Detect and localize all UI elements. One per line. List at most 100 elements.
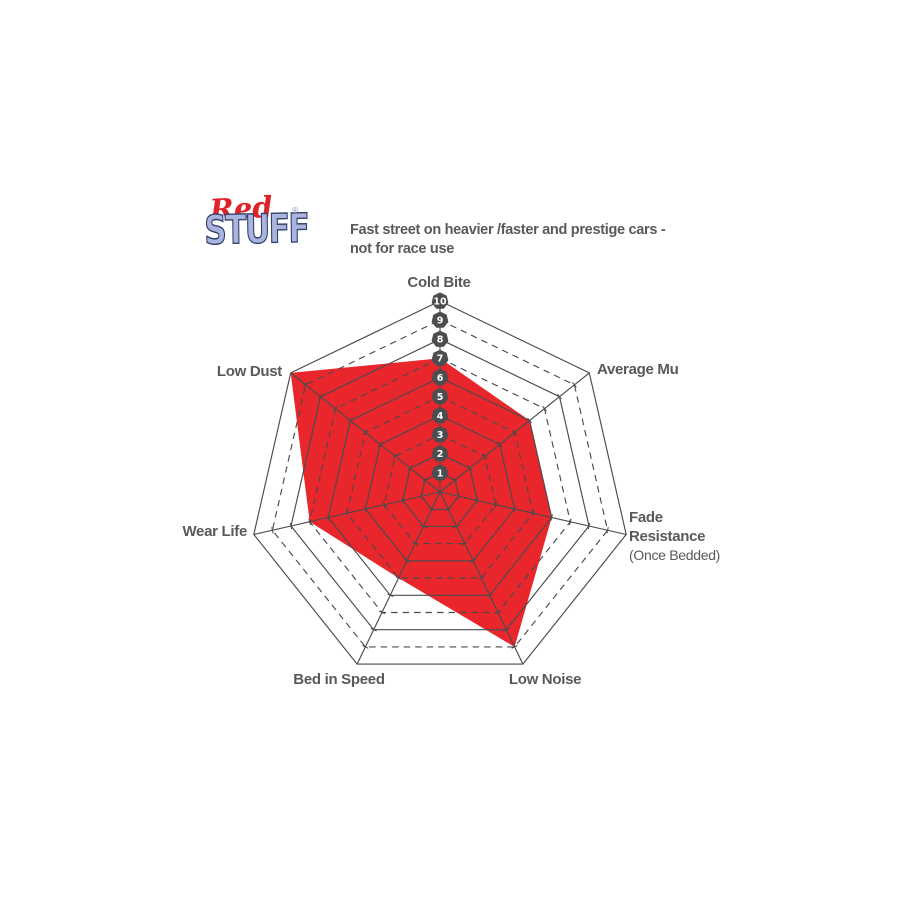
ring-tick bbox=[377, 441, 383, 448]
ring-tick bbox=[403, 558, 410, 563]
ring-tick bbox=[412, 541, 419, 546]
ring-tick bbox=[428, 507, 435, 512]
fade-line3: (Once Bedded) bbox=[629, 547, 721, 563]
axis-label-bed-in-speed: Bed in Speed bbox=[293, 671, 385, 688]
ring-tick bbox=[420, 524, 427, 529]
product-description: Fast street on heavier /faster and prest… bbox=[350, 221, 666, 259]
scale-badge-label-1: 1 bbox=[437, 468, 444, 479]
ring-tick bbox=[395, 576, 402, 580]
grid-ring-7 bbox=[309, 357, 571, 614]
axis-label-low-dust: Low Dust bbox=[216, 363, 282, 380]
grid-ring-9 bbox=[271, 319, 609, 648]
grid-ring-8 bbox=[290, 338, 590, 631]
tagline-line1: Fast street on heavier /faster and prest… bbox=[350, 222, 666, 238]
scale-badge-4 bbox=[431, 407, 449, 424]
ring-tick bbox=[478, 576, 485, 580]
scale-badge-label-10: 10 bbox=[433, 296, 447, 307]
ring-tick bbox=[345, 509, 349, 517]
grid-ring-10 bbox=[253, 300, 627, 665]
ring-tick bbox=[587, 522, 591, 530]
ring-tick bbox=[606, 526, 609, 534]
scale-badge-9 bbox=[431, 311, 449, 328]
scale-badge-10 bbox=[431, 292, 449, 309]
ring-tick bbox=[497, 441, 503, 448]
ring-tick bbox=[453, 524, 460, 529]
ring-tick bbox=[318, 393, 323, 400]
scale-badge-label-2: 2 bbox=[437, 449, 444, 460]
scale-badge-2 bbox=[431, 445, 449, 462]
ring-tick bbox=[461, 541, 468, 546]
scale-badge-label-6: 6 bbox=[437, 373, 444, 384]
scale-badge-6 bbox=[431, 368, 449, 386]
grid-ring-2 bbox=[402, 453, 478, 527]
ring-tick bbox=[303, 381, 308, 388]
ring-tick bbox=[531, 509, 535, 517]
ring-tick bbox=[569, 518, 572, 526]
ring-tick bbox=[572, 381, 577, 388]
ring-tick bbox=[407, 465, 413, 472]
ring-tick bbox=[452, 477, 458, 483]
ring-tick bbox=[308, 518, 311, 526]
ring-tick bbox=[364, 505, 367, 513]
ring-tick bbox=[420, 492, 423, 500]
ring-tick bbox=[387, 593, 394, 598]
ring-tick bbox=[382, 501, 386, 509]
ring-tick bbox=[550, 514, 553, 521]
axis-label-fade-resistance: Fade Resistance (Once Bedded) bbox=[629, 508, 720, 565]
scale-badge-label-7: 7 bbox=[437, 354, 444, 365]
scale-badge-label-4: 4 bbox=[437, 411, 444, 422]
axis-label-average-mu: Average Mu bbox=[597, 361, 679, 378]
ring-tick bbox=[527, 417, 532, 424]
ring-tick bbox=[494, 610, 502, 615]
fade-line1: Fade bbox=[629, 509, 663, 526]
ring-tick bbox=[348, 417, 353, 424]
scale-badge-3 bbox=[431, 426, 449, 443]
ring-tick bbox=[392, 453, 398, 460]
ring-tick bbox=[512, 429, 518, 436]
grid-ring-3 bbox=[383, 434, 497, 545]
ring-tick bbox=[370, 627, 377, 632]
ring-tick bbox=[476, 497, 479, 504]
ring-tick bbox=[511, 645, 518, 649]
scale-badge-7 bbox=[431, 349, 449, 366]
ring-tick bbox=[422, 477, 428, 483]
ring-tick bbox=[445, 507, 452, 512]
axis-label-wear-life: Wear Life bbox=[182, 523, 247, 540]
redstuff-logo: Red STUFF ® bbox=[203, 190, 323, 274]
tagline-line2: not for race use bbox=[350, 241, 454, 257]
ring-tick bbox=[327, 514, 330, 521]
ring-tick bbox=[513, 505, 516, 513]
axis-label-low-noise: Low Noise bbox=[508, 671, 582, 688]
scale-badge-label-3: 3 bbox=[437, 430, 444, 441]
scale-badge-label-5: 5 bbox=[437, 392, 444, 403]
grid-ring-5 bbox=[346, 395, 534, 579]
grid-ring-1 bbox=[420, 472, 460, 510]
ring-tick bbox=[362, 429, 368, 436]
scale-badge-label-9: 9 bbox=[437, 316, 444, 327]
ring-tick bbox=[486, 593, 493, 598]
fade-line2: Resistance bbox=[629, 528, 706, 545]
ring-tick bbox=[470, 558, 477, 563]
registered-trademark-icon: ® bbox=[291, 206, 299, 215]
scale-badge-1 bbox=[431, 464, 449, 481]
ring-tick bbox=[362, 645, 369, 649]
ring-tick bbox=[271, 526, 274, 534]
ring-tick bbox=[542, 405, 547, 412]
ring-tick bbox=[557, 393, 562, 400]
ring-tick bbox=[289, 522, 293, 530]
ring-tick bbox=[467, 465, 473, 472]
ring-tick bbox=[503, 627, 510, 632]
scale-badge-label-8: 8 bbox=[437, 335, 444, 346]
scale-badge-5 bbox=[431, 387, 449, 405]
grid-ring-6 bbox=[327, 376, 553, 596]
grid-ring-4 bbox=[364, 414, 516, 562]
ring-tick bbox=[482, 453, 488, 460]
ring-tick bbox=[401, 497, 404, 504]
axis-label-cold-bite: Cold Bite bbox=[407, 274, 471, 291]
scale-badge-8 bbox=[431, 330, 449, 347]
ring-tick bbox=[457, 492, 460, 500]
ring-tick bbox=[494, 501, 498, 509]
ring-tick bbox=[378, 610, 386, 615]
